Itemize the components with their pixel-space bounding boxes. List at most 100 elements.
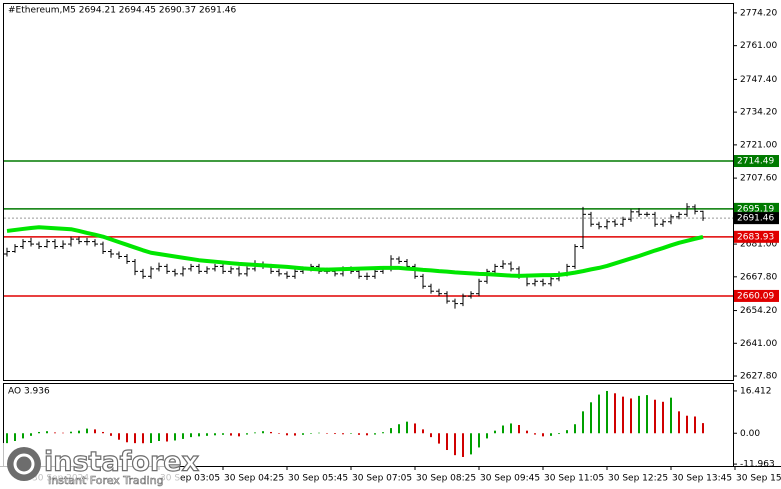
ao-bar [342, 433, 344, 435]
ao-bar [590, 402, 592, 434]
ao-bar [150, 433, 152, 444]
main-frame [3, 3, 734, 381]
ao-title: AO 3.936 [8, 387, 50, 397]
ao-bar [230, 433, 232, 436]
x-tick-label: 30 Sep 11:05 [544, 474, 604, 484]
ao-bar [214, 433, 216, 436]
ao-bar [86, 428, 88, 434]
last-price-label: 2691.46 [737, 214, 774, 224]
ao-bar [662, 401, 664, 434]
ao-bar [390, 428, 392, 434]
ao-bar [318, 432, 320, 434]
ao-bar [62, 432, 64, 434]
ao-bar [14, 433, 16, 441]
level-label-box [734, 230, 779, 243]
ao-bar [542, 433, 544, 437]
x-tick-label: 30 Sep 09:45 [480, 474, 540, 484]
ao-bar [694, 416, 696, 434]
x-tick-label: 30 Sep 05:45 [288, 474, 348, 484]
ao-bar [238, 433, 240, 437]
x-tick-label: 30 Sep 08:25 [416, 474, 476, 484]
ao-bar [174, 433, 176, 441]
y-tick-label: 0.00 [740, 429, 760, 439]
y-tick-label: 2681.00 [740, 240, 777, 250]
ao-bar [478, 433, 480, 448]
ao-bar [350, 433, 352, 434]
x-tick-label: 30 Sep 07:05 [352, 474, 412, 484]
ao-bar [182, 433, 184, 439]
ao-bar [118, 433, 120, 440]
ao-bar [606, 390, 608, 434]
ao-bar [102, 431, 104, 434]
watermark-brand: instaforex [44, 447, 199, 478]
ao-bar [670, 397, 672, 434]
ao-bar [254, 432, 256, 434]
level-label-box [734, 202, 779, 215]
ao-bar [510, 423, 512, 434]
watermark-logo-inner [13, 453, 35, 475]
ao-bar [54, 432, 56, 434]
ao-bar [326, 432, 328, 434]
chart-title: #Ethereum,M5 2694.21 2694.45 2690.37 269… [8, 6, 236, 16]
ao-bar [422, 429, 424, 434]
ao-bar [406, 421, 408, 434]
y-tick-label: 2667.80 [740, 272, 777, 282]
ao-bar [566, 430, 568, 434]
level-label-box [734, 289, 779, 302]
ao-bar [126, 433, 128, 443]
ao-bar [206, 433, 208, 436]
ao-bar [654, 399, 656, 434]
ao-bar [582, 411, 584, 434]
ao-bar [94, 429, 96, 434]
ao-bar [46, 431, 48, 434]
ao-bar [262, 431, 264, 434]
ao-bar [638, 395, 640, 434]
ao-bar [678, 411, 680, 434]
y-tick-label: 2641.00 [740, 339, 777, 349]
ao-bar [470, 433, 472, 455]
ao-bar [190, 433, 192, 438]
x-tick-label: 30 Sep 12:25 [608, 474, 668, 484]
ao-bar [398, 424, 400, 434]
ao-bar [134, 433, 136, 444]
ao-bar [30, 433, 32, 436]
ao-bar [374, 433, 376, 435]
ao-bar [382, 432, 384, 434]
ao-bar [630, 398, 632, 434]
ao-bar [534, 433, 536, 435]
ao-bar [78, 430, 80, 434]
ao-bar [142, 433, 144, 445]
ao-bar [494, 430, 496, 434]
y-tick-label: 2707.60 [740, 174, 777, 184]
x-tick-label: 30 Sep 03:05 [160, 474, 220, 484]
level-label-box [734, 155, 779, 168]
level-label: 2714.49 [737, 157, 774, 167]
ao-bar [622, 396, 624, 434]
ao-bar [246, 433, 248, 435]
ao-bar [38, 431, 40, 434]
ao-bar [614, 393, 616, 434]
y-tick-label: 2627.80 [740, 372, 777, 382]
ao-bar [414, 423, 416, 434]
ao-bar [446, 433, 448, 451]
ao-bar [438, 433, 440, 444]
watermark-tagline: Instant Forex Trading [48, 474, 164, 487]
ao-bar [574, 424, 576, 434]
ao-bar [358, 433, 360, 435]
ao-bar [158, 433, 160, 441]
ao-bar [462, 433, 464, 457]
x-tick-label: 30 Sep 04:25 [224, 474, 284, 484]
ao-bar [502, 425, 504, 434]
ao-bar [310, 433, 312, 434]
ao-bar [70, 431, 72, 434]
last-price-box [734, 212, 779, 225]
ao-bar [6, 433, 8, 444]
ao-bar [270, 431, 272, 434]
y-tick-label: 2774.20 [740, 8, 777, 18]
ao-bar [598, 394, 600, 434]
ao-bar [222, 433, 224, 435]
y-tick-label: 2654.20 [740, 306, 777, 316]
ao-bar [22, 433, 24, 439]
ao-bar [558, 433, 560, 435]
